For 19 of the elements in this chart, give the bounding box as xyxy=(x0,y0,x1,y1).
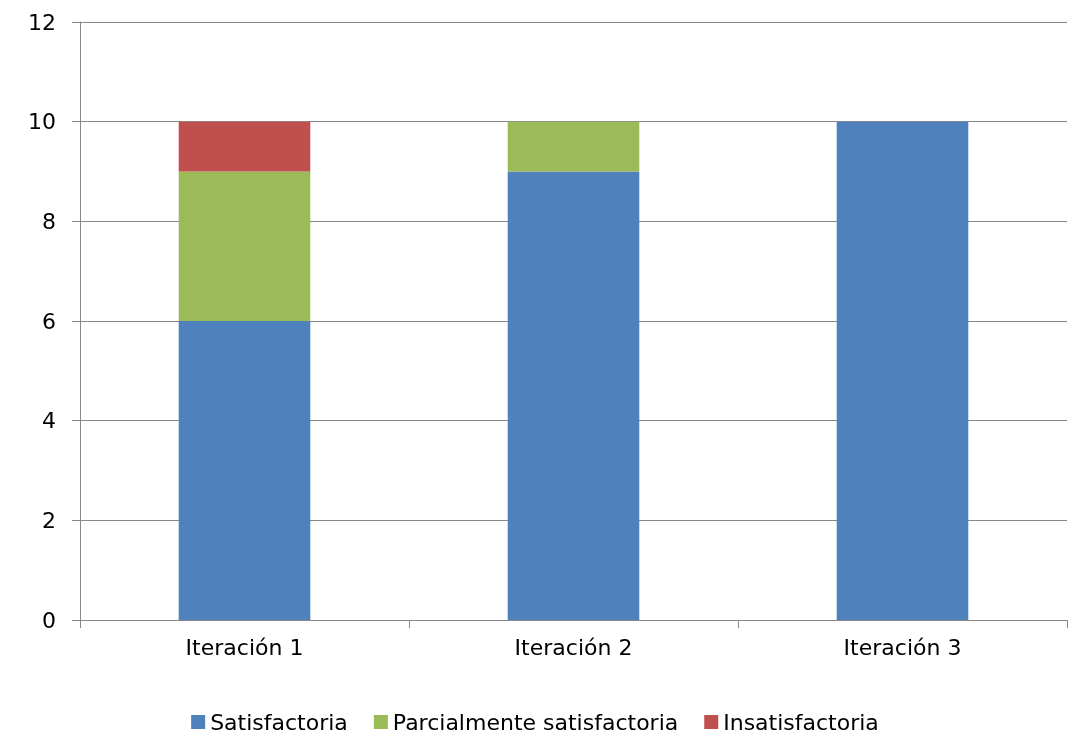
legend-label: Satisfactoria xyxy=(210,709,348,735)
y-tick-label: 8 xyxy=(42,208,56,234)
bar xyxy=(178,171,311,321)
legend-label: Parcialmente satisfactoria xyxy=(392,709,679,735)
bar xyxy=(507,171,640,620)
x-tick-label: Iteración 1 xyxy=(185,634,304,660)
y-tick-label: 4 xyxy=(42,408,56,434)
bar xyxy=(507,121,640,172)
bar xyxy=(178,121,311,172)
y-tick-label: 2 xyxy=(42,507,56,533)
bar xyxy=(178,321,311,620)
y-tick-label: 6 xyxy=(42,308,56,334)
x-tick-label: Iteración 2 xyxy=(514,634,633,660)
y-tick-label: 12 xyxy=(28,9,56,35)
x-tick-label: Iteración 3 xyxy=(843,634,962,660)
legend-label: Insatisfactoria xyxy=(723,709,879,735)
y-tick-label: 10 xyxy=(28,109,56,135)
y-tick-label: 0 xyxy=(42,607,56,633)
bar xyxy=(836,121,969,620)
